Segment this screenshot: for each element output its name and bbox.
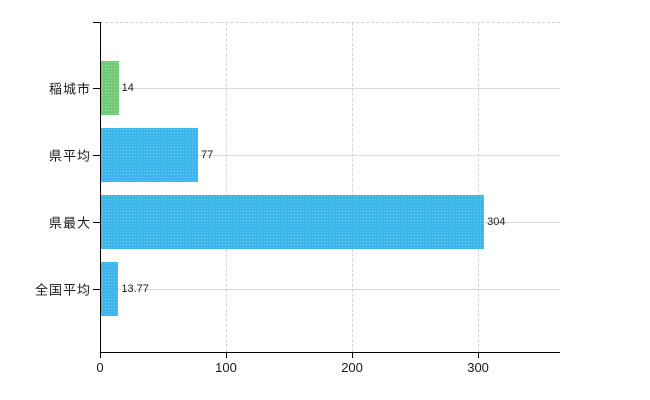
- x-axis-tick: [100, 352, 101, 358]
- bar: [101, 262, 119, 316]
- bar-value-label: 77: [201, 149, 214, 161]
- x-tick-label: 100: [215, 360, 237, 375]
- x-tick-label: 300: [467, 360, 489, 375]
- y-axis-tick: [93, 289, 100, 290]
- x-axis-tick: [226, 352, 228, 358]
- category-label: 県最大: [48, 215, 91, 231]
- y-axis-tick: [93, 22, 100, 23]
- y-axis-line: [100, 22, 101, 358]
- vertical-gridline: [226, 23, 228, 352]
- horizontal-gridline: [101, 155, 560, 156]
- y-axis-tick: [93, 155, 100, 156]
- bar-value-label: 304: [487, 216, 506, 228]
- bar: [101, 195, 485, 249]
- bar-value-label: 14: [121, 82, 134, 94]
- plot-top-border: [100, 22, 560, 23]
- y-axis-tick: [93, 88, 100, 89]
- x-axis-tick: [478, 352, 480, 358]
- x-axis-tick: [352, 352, 354, 358]
- x-tick-label: 0: [96, 360, 104, 375]
- bar: [101, 61, 119, 115]
- x-tick-label: 200: [341, 360, 363, 375]
- bar: [101, 128, 199, 182]
- category-label: 稲城市: [48, 81, 91, 97]
- category-label: 全国平均: [34, 282, 91, 298]
- horizontal-gridline: [101, 289, 560, 290]
- vertical-gridline: [352, 23, 354, 352]
- x-axis-line: [100, 352, 560, 353]
- horizontal-gridline: [101, 88, 560, 89]
- bar-value-label: 13.77: [121, 283, 149, 295]
- vertical-gridline: [478, 23, 480, 352]
- category-label: 県平均: [48, 148, 91, 164]
- y-axis-tick: [93, 222, 100, 223]
